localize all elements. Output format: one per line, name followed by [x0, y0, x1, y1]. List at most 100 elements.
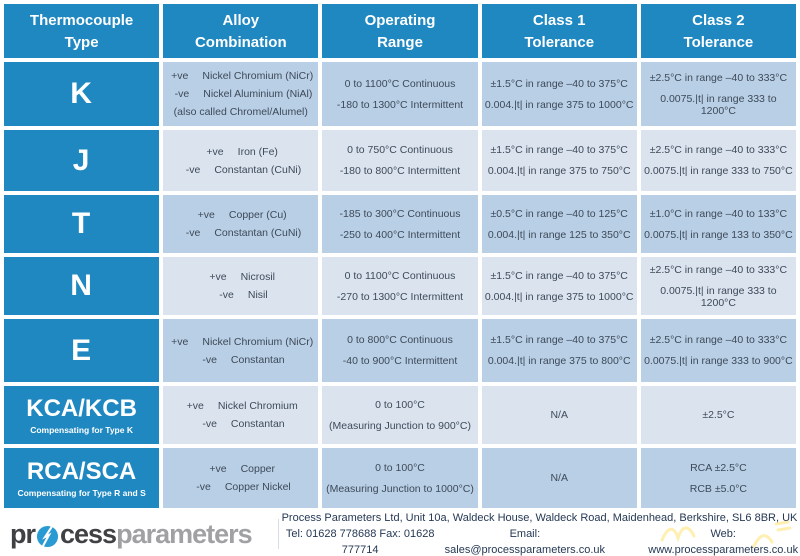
type-subtitle: Compensating for Type R and S	[17, 488, 146, 498]
header-line: Tolerance	[524, 33, 595, 51]
class1-cell-line: 0.004.|t| in range 375 to 1000°C	[484, 98, 634, 111]
class1-cell-T: ±0.5°C in range –40 to 125°C 0.004.|t| in…	[481, 195, 637, 253]
range-cell-line: 0 to 750°C Continuous	[347, 144, 453, 156]
alloy-sign: +ve	[197, 209, 215, 221]
class2-cell-KCA/KCB: ±2.5°C	[640, 386, 796, 444]
class1-cell-line: ±1.5°C in range –40 to 375°C	[490, 334, 628, 346]
range-cell-line: 0 to 800°C Continuous	[347, 334, 453, 346]
alloy-name: Iron (Fe)	[237, 145, 278, 158]
footer-web: Web: www.processparameters.co.uk	[648, 528, 799, 556]
alloy-name: Copper (Cu)	[228, 209, 287, 221]
class2-cell-line: 0.0075.|t| in range 333 to 750°C	[644, 165, 793, 177]
type-cell-T: T	[4, 195, 160, 253]
range-cell-line: 0 to 1100°C Continuous	[344, 269, 456, 282]
range-cell-line: -40 to 900°C Intermittent	[342, 355, 458, 367]
alloy-line: -ve Copper Nickel	[191, 481, 291, 493]
alloy-cell-RCA/SCA: +ve Copper -ve Copper Nickel	[163, 448, 319, 508]
type-label: N	[70, 269, 93, 302]
alloy-sign: -ve	[202, 353, 217, 366]
type-cell-KCA/KCB: KCA/KCB Compensating for Type K	[4, 386, 160, 444]
range-cell-KCA/KCB: 0 to 100°C (Measuring Junction to 900°C)	[322, 386, 478, 444]
alloy-sign: +ve	[171, 335, 189, 348]
class2-cell-line: 0.0075.|t| in range 333 to 1200°C	[660, 92, 777, 117]
alloy-name: Nickel Chromium	[217, 400, 298, 412]
alloy-line: +ve Nickel Chromium (NiCr)	[168, 336, 313, 348]
alloy-note: (also called Chromel/Alumel)	[173, 106, 308, 118]
class1-cell-line: ±1.5°C in range –40 to 375°C	[490, 144, 628, 156]
alloy-line: -ve Constantan (CuNi)	[180, 227, 302, 239]
range-cell-J: 0 to 750°C Continuous -180 to 800°C Inter…	[322, 130, 478, 191]
class2-cell-line: RCB ±5.0°C	[689, 482, 747, 495]
header-line: Operating	[364, 11, 436, 29]
header-operating-range: Operating Range	[322, 4, 478, 58]
range-cell-T: -185 to 300°C Continuous -250 to 400°C In…	[322, 195, 478, 253]
type-label: E	[71, 333, 93, 367]
range-cell-line: 0 to 100°C	[375, 461, 425, 474]
alloy-cell-K: +ve Nickel Chromium (NiCr) -ve Nickel Alumi…	[163, 62, 319, 126]
alloy-line: +ve Iron (Fe)	[204, 146, 278, 158]
range-cell-line: 0 to 100°C	[375, 398, 425, 411]
header-class2-tolerance: Class 2 Tolerance	[640, 4, 796, 58]
footer-tel-fax: Tel: 01628 778688 Fax: 01628 777714	[285, 528, 435, 556]
class2-cell-line: ±2.5°C in range –40 to 333°C	[649, 144, 788, 156]
type-label: K	[70, 77, 93, 110]
alloy-cell-N: +ve Nicrosil -ve Nisil	[163, 257, 319, 315]
footer-divider	[278, 519, 279, 549]
type-label: RCA/SCA	[26, 458, 137, 485]
type-cell-E: E	[4, 319, 160, 382]
range-cell-line: -250 to 400°C Intermittent	[339, 228, 461, 241]
alloy-line: +ve Copper	[207, 463, 275, 475]
header-line: Thermocouple	[29, 11, 134, 29]
alloy-name: Nisil	[247, 289, 268, 301]
range-cell-line: -180 to 800°C Intermittent	[339, 165, 461, 177]
header-alloy-combination: Alloy Combination	[163, 4, 319, 58]
class2-cell-E: ±2.5°C in range –40 to 333°C 0.0075.|t| i…	[640, 319, 796, 382]
header-line: Type	[64, 33, 99, 51]
alloy-sign: -ve	[185, 163, 201, 176]
class2-cell-line: ±2.5°C	[702, 409, 735, 421]
alloy-sign: -ve	[196, 481, 211, 493]
alloy-line: +ve Nickel Chromium	[184, 400, 298, 412]
process-parameters-logo: pr cess parameters	[0, 519, 278, 550]
footer-email: Email: sales@processparameters.co.uk	[444, 528, 606, 556]
alloy-sign: +ve	[209, 271, 227, 283]
alloy-name: Nickel Aluminium (NiAl)	[203, 88, 313, 100]
thermocouple-table: Thermocouple Type Alloy Combination Oper…	[4, 4, 796, 508]
class1-cell-J: ±1.5°C in range –40 to 375°C 0.004.|t| in…	[481, 130, 637, 191]
alloy-name: Constantan	[230, 353, 285, 366]
alloy-name: Nicrosil	[240, 271, 275, 283]
logo-text-pr: pr	[10, 518, 36, 549]
alloy-line: -ve Constantan (CuNi)	[180, 163, 302, 176]
alloy-line: -ve Nisil	[214, 289, 268, 301]
alloy-sign: +ve	[171, 70, 189, 82]
class2-cell-line: ±1.0°C in range –40 to 133°C	[649, 207, 788, 220]
footer: pr cess parameters Process Parameters Lt…	[0, 512, 800, 556]
range-cell-line: 0 to 1100°C Continuous	[344, 77, 456, 90]
class1-cell-line: 0.004.|t| in range 375 to 750°C	[487, 165, 631, 177]
class2-cell-line: RCA ±2.5°C	[690, 461, 747, 474]
class1-cell-line: ±1.5°C in range –40 to 375°C	[490, 269, 628, 282]
class1-cell-line: N/A	[550, 409, 568, 421]
alloy-sign: -ve	[174, 88, 190, 100]
alloy-name: Nickel Chromium (NiCr)	[202, 70, 314, 82]
logo-text-parameters: parameters	[116, 518, 253, 549]
header-line: Combination	[194, 33, 287, 51]
type-cell-K: K	[4, 62, 160, 126]
type-subtitle: Compensating for Type K	[30, 425, 133, 435]
footer-contact-block: Process Parameters Ltd, Unit 10a, Waldec…	[279, 510, 800, 556]
alloy-line: +ve Copper (Cu)	[195, 209, 287, 221]
alloy-sign: -ve	[219, 289, 234, 301]
type-label: KCA/KCB	[26, 395, 137, 422]
alloy-sign: +ve	[206, 145, 224, 158]
class1-cell-line: 0.004.|t| in range 375 to 1000°C	[484, 290, 634, 303]
class1-cell-line: ±0.5°C in range –40 to 125°C	[490, 207, 628, 220]
class1-cell-N: ±1.5°C in range –40 to 375°C 0.004.|t| in…	[481, 257, 637, 315]
range-cell-line: -185 to 300°C Continuous	[339, 207, 461, 220]
alloy-name: Constantan	[230, 418, 285, 430]
header-line: Alloy	[222, 11, 260, 29]
alloy-sign: -ve	[202, 418, 217, 430]
header-line: Range	[377, 33, 423, 51]
range-cell-K: 0 to 1100°C Continuous -180 to 1300°C Int…	[322, 62, 478, 126]
alloy-sign: +ve	[186, 400, 204, 412]
header-thermocouple-type: Thermocouple Type	[4, 4, 160, 58]
